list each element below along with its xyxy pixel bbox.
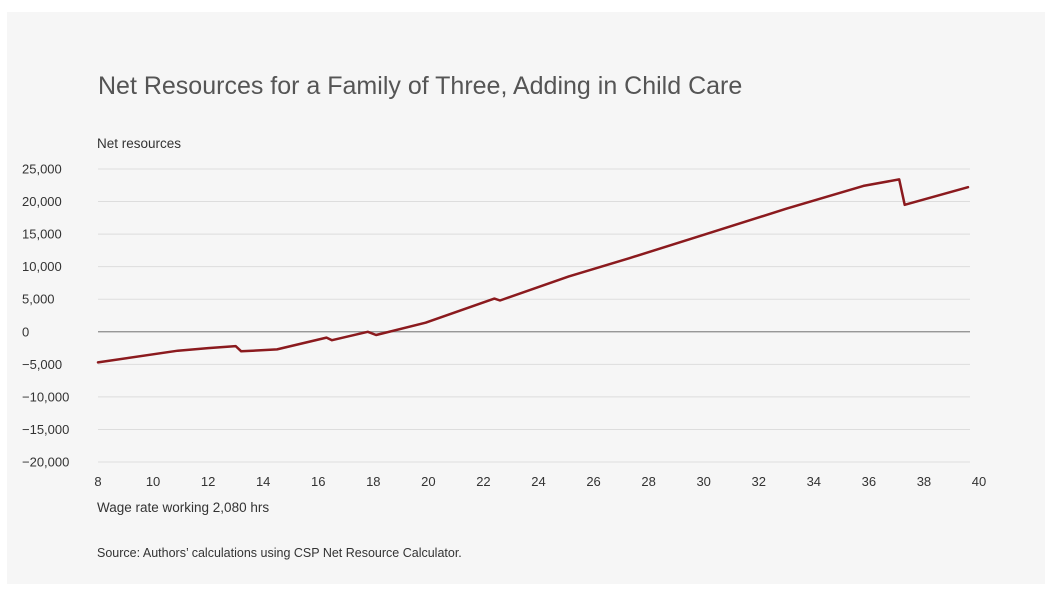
x-tick-label: 10 [146,474,160,489]
y-tick-label: 10,000 [22,259,62,274]
y-tick-label: −10,000 [22,389,69,404]
x-tick-label: 22 [476,474,490,489]
x-tick-label: 14 [256,474,270,489]
x-tick-label: 32 [752,474,766,489]
x-tick-label: 16 [311,474,325,489]
x-tick-label: 24 [531,474,545,489]
x-tick-label: 20 [421,474,435,489]
y-tick-label: 5,000 [22,292,55,307]
tick-labels: 25,000 20,000 15,000 10,000 5,000 0 −5,000 −10,… [22,162,986,490]
y-tick-label: −5,000 [22,357,62,372]
grid-lines [98,168,970,463]
y-tick-label: 25,000 [22,162,62,177]
y-tick-label: −20,000 [22,455,69,470]
chart-panel [7,12,1045,584]
x-tick-label: 40 [972,474,986,489]
y-tick-label: 15,000 [22,227,62,242]
x-tick-label: 38 [917,474,931,489]
x-tick-label: 12 [201,474,215,489]
x-tick-label: 28 [641,474,655,489]
y-tick-label: −15,000 [22,422,69,437]
y-tick-label: 0 [22,324,29,339]
y-tick-label: 20,000 [22,194,62,209]
chart-title: Net Resources for a Family of Three, Add… [98,72,743,100]
x-tick-label: 18 [366,474,380,489]
series-layer [96,178,970,364]
source-note: Source: Authors’ calculations using CSP … [97,546,462,560]
x-tick-label: 26 [586,474,600,489]
y-axis-label: Net resources [97,136,182,151]
x-tick-label: 8 [94,474,101,489]
series-line [96,178,970,364]
x-axis-label: Wage rate working 2,080 hrs [97,500,270,515]
x-tick-label: 34 [807,474,821,489]
x-tick-label: 36 [862,474,876,489]
x-tick-label: 30 [696,474,710,489]
